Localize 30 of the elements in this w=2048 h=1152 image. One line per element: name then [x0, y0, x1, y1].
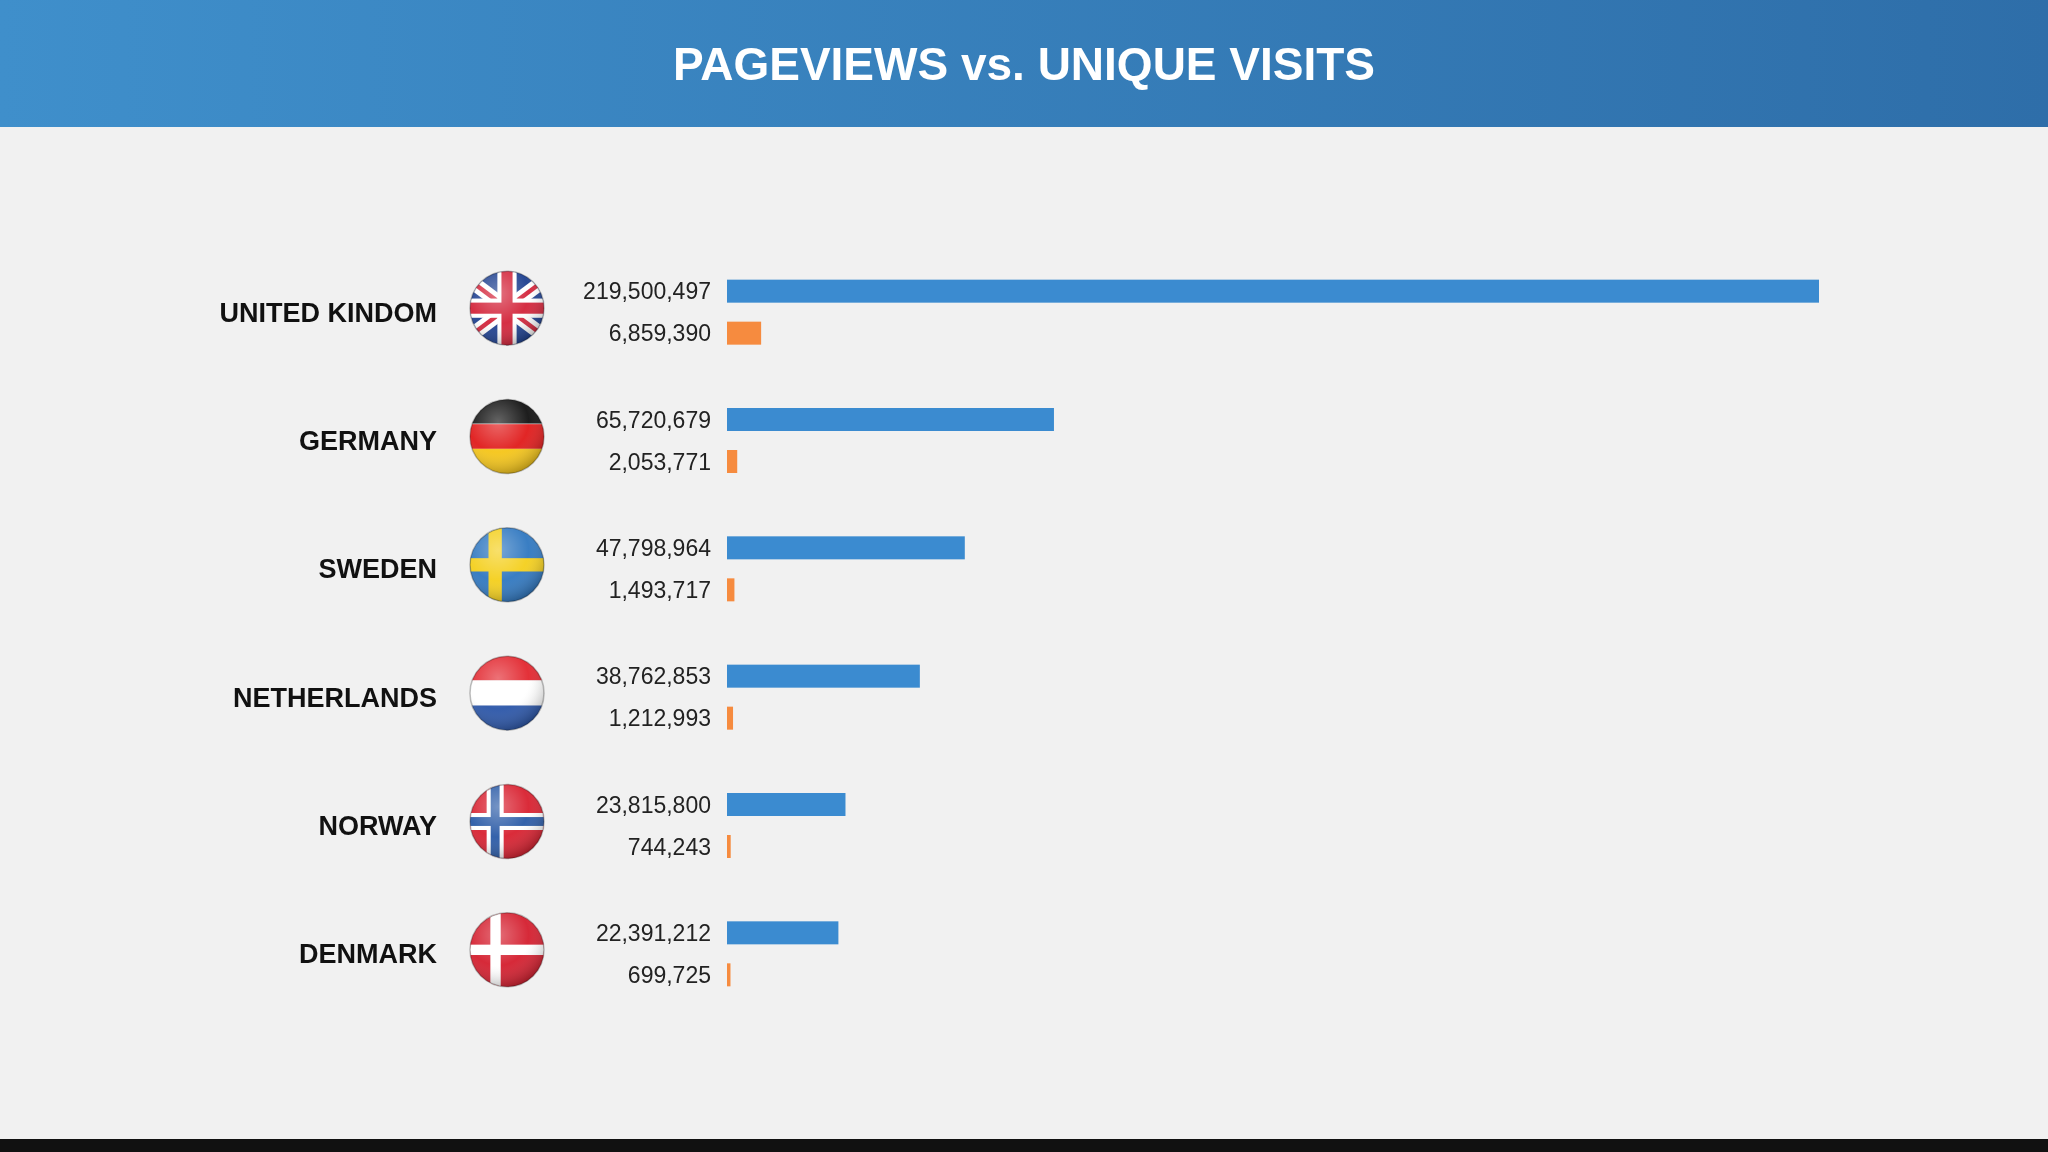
chart-title: PAGEVIEWS vs. UNIQUE VISITS — [672, 38, 1376, 91]
bar — [727, 279, 1819, 303]
data-label: 23,815,800 — [595, 791, 711, 818]
bar — [727, 408, 1054, 431]
bar — [727, 793, 846, 816]
y-tick-label: GERMANY — [298, 425, 437, 456]
y-tick-label: UNITED KINDOM — [219, 297, 437, 328]
bar — [727, 450, 738, 473]
bar — [727, 536, 965, 560]
y-tick-label: DENMARK — [299, 939, 438, 970]
bar — [727, 578, 735, 602]
bar — [727, 664, 920, 688]
bar — [727, 321, 762, 345]
y-tick-label: NORWAY — [318, 810, 437, 841]
bar — [727, 835, 731, 858]
data-label: 47,798,964 — [595, 534, 712, 561]
data-label: 2,053,771 — [608, 448, 711, 475]
data-label: 38,762,853 — [595, 663, 711, 690]
data-label: 6,859,390 — [608, 320, 711, 347]
y-tick-label: SWEDEN — [318, 554, 437, 585]
data-label: 219,500,497 — [583, 278, 711, 305]
bar — [727, 706, 734, 730]
data-label: 1,212,993 — [608, 705, 711, 732]
y-tick-label: NETHERLANDS — [232, 682, 437, 713]
data-label: 699,725 — [627, 961, 711, 988]
data-label: 1,493,717 — [608, 576, 711, 603]
data-label: 22,391,212 — [595, 919, 711, 946]
data-label: 744,243 — [627, 833, 711, 860]
bar — [727, 921, 839, 945]
data-label: 65,720,679 — [595, 406, 711, 433]
